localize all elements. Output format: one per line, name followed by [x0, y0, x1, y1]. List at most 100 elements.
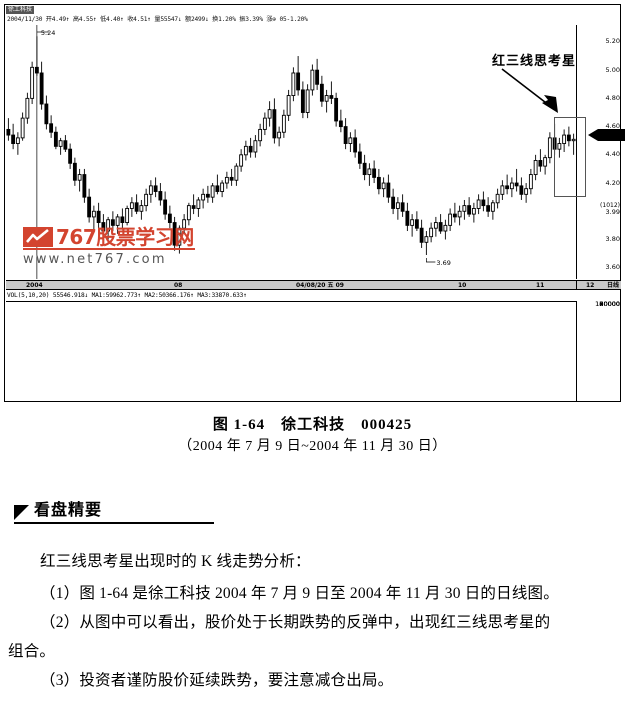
candlestick: [129, 197, 134, 217]
candlestick: [229, 168, 234, 186]
candlestick: [457, 205, 462, 226]
candlestick: [210, 183, 215, 203]
candlestick: [471, 202, 476, 223]
candlestick: [291, 67, 296, 102]
candlestick: [258, 123, 263, 147]
price-axis-label: 5.20: [605, 37, 620, 46]
candlestick: [376, 168, 381, 195]
candlestick: [158, 183, 163, 206]
volume-axis-label: 20000: [599, 300, 620, 308]
candlestick: [343, 118, 348, 150]
volume-panel[interactable]: [6, 301, 576, 401]
candlestick: [139, 199, 144, 220]
candlestick: [148, 180, 153, 203]
candlestick: [448, 208, 453, 232]
candlestick: [338, 109, 343, 133]
candlestick: [77, 168, 82, 192]
candlestick: [68, 143, 73, 169]
candlestick: [490, 199, 495, 220]
candlestick: [53, 126, 58, 150]
watermark-title: 767股票学习网: [56, 225, 194, 249]
volume-axis-label: 0: [615, 300, 620, 308]
candlestick: [220, 180, 225, 198]
candlestick: [272, 98, 277, 144]
candlestick: [400, 194, 405, 217]
candlestick: [300, 81, 305, 119]
candlestick: [443, 219, 448, 240]
price-cursor-marker-icon: [588, 129, 625, 141]
date-axis-label: 10: [458, 282, 467, 289]
figure-caption: 图 1-64 徐工科技 000425 （2004 年 7 月 9 日~2004 …: [0, 414, 625, 458]
stock-name-tab[interactable]: 徐工科技: [6, 6, 35, 14]
price-axis-label: 4.40: [605, 150, 620, 159]
volume-axis-label: 120000: [595, 300, 620, 308]
candlestick: [191, 194, 196, 215]
paragraph-item-1: （1）图 1-64 是徐工科技 2004 年 7 月 9 日至 2004 年 1…: [40, 585, 559, 602]
volume-axis-label: 60000: [599, 300, 620, 308]
candlestick: [528, 168, 533, 195]
candlestick: [110, 211, 115, 232]
candlestick: [30, 61, 35, 105]
volume-axis-label: 100000: [595, 300, 620, 308]
price-axis-label: 4.80: [605, 93, 620, 102]
candlestick: [452, 202, 457, 223]
candlestick: [39, 61, 44, 110]
candlestick: [201, 188, 206, 209]
candlestick: [224, 171, 229, 189]
candlestick: [243, 140, 248, 161]
candlestick: [410, 214, 415, 237]
date-axis-strip: 2004 08 04/08/20 五 09 10 11 12 日线: [6, 280, 621, 290]
volume-indicator-line: VOL(5,10,20) 55546.918↓ MA1:59962.773↑ M…: [7, 292, 247, 299]
watermark-url: www.net767.com: [23, 252, 167, 267]
candlestick: [205, 185, 210, 203]
candlestick: [353, 129, 358, 158]
candlestick: [557, 137, 562, 158]
section-heading: 看盘精要: [14, 501, 214, 525]
candlestick: [44, 95, 49, 130]
candlestick: [367, 163, 372, 186]
candlestick: [329, 81, 334, 105]
triangle-bullet-icon: [14, 505, 29, 520]
candlestick: [324, 89, 329, 113]
annotation-arrow-icon: [501, 68, 558, 113]
date-axis-label: 08: [174, 282, 183, 289]
candlestick: [58, 137, 63, 155]
price-axis-label: 5.00: [605, 65, 620, 74]
candlestick: [63, 135, 68, 152]
candlestick: [82, 168, 87, 203]
candlestick: [182, 214, 187, 234]
candlestick: [514, 168, 519, 192]
candlestick: [486, 197, 491, 217]
candlestick: [296, 56, 301, 96]
price-axis-label: 3.99: [605, 208, 620, 217]
candlestick: [462, 199, 467, 220]
candlestick-series: 5.24 3.69: [6, 25, 576, 279]
price-axis-label: 4.60: [605, 122, 620, 131]
candlestick: [533, 154, 538, 181]
candlestick: [267, 101, 272, 127]
pattern-annotation-label: 红三线思考星: [492, 54, 577, 69]
candlestick: [248, 137, 253, 158]
chart-window: 徐工科技 2004/11/30 开4.49↑ 高4.55↑ 低4.40↑ 收4.…: [4, 4, 625, 402]
candlestick: [543, 154, 548, 175]
watermark-chart-icon: [23, 227, 53, 247]
candlestick: [562, 129, 567, 152]
caption-daterange: （2004 年 7 月 9 日~2004 年 11 月 30 日）: [178, 439, 447, 454]
candlestick: [87, 188, 92, 223]
candlestick: [419, 219, 424, 248]
candlestick: [500, 180, 505, 200]
candlestick: [310, 64, 315, 96]
candlestick: [566, 126, 571, 147]
candlestick: [167, 205, 172, 229]
price-axis: 5.20 5.00 4.80 4.60 4.40 4.20 3.99 (1012) 3.80 3.…: [576, 25, 622, 279]
candlestick: [509, 177, 514, 198]
paragraph-item-2: （2）从图中可以看出，股价处于长期跌势的反弹中，出现红三线思考星的: [40, 614, 551, 631]
candlestick: [429, 222, 434, 243]
date-axis-label: 11: [536, 282, 545, 289]
candlestick: [96, 202, 101, 229]
price-candlestick-panel[interactable]: 5.24 3.69: [6, 25, 576, 279]
volume-series: [6, 302, 576, 401]
paragraph-intro: 红三线思考星出现时的 K 线走势分析：: [40, 553, 311, 570]
candlestick: [414, 211, 419, 232]
volume-axis-label: 80000: [599, 300, 620, 308]
